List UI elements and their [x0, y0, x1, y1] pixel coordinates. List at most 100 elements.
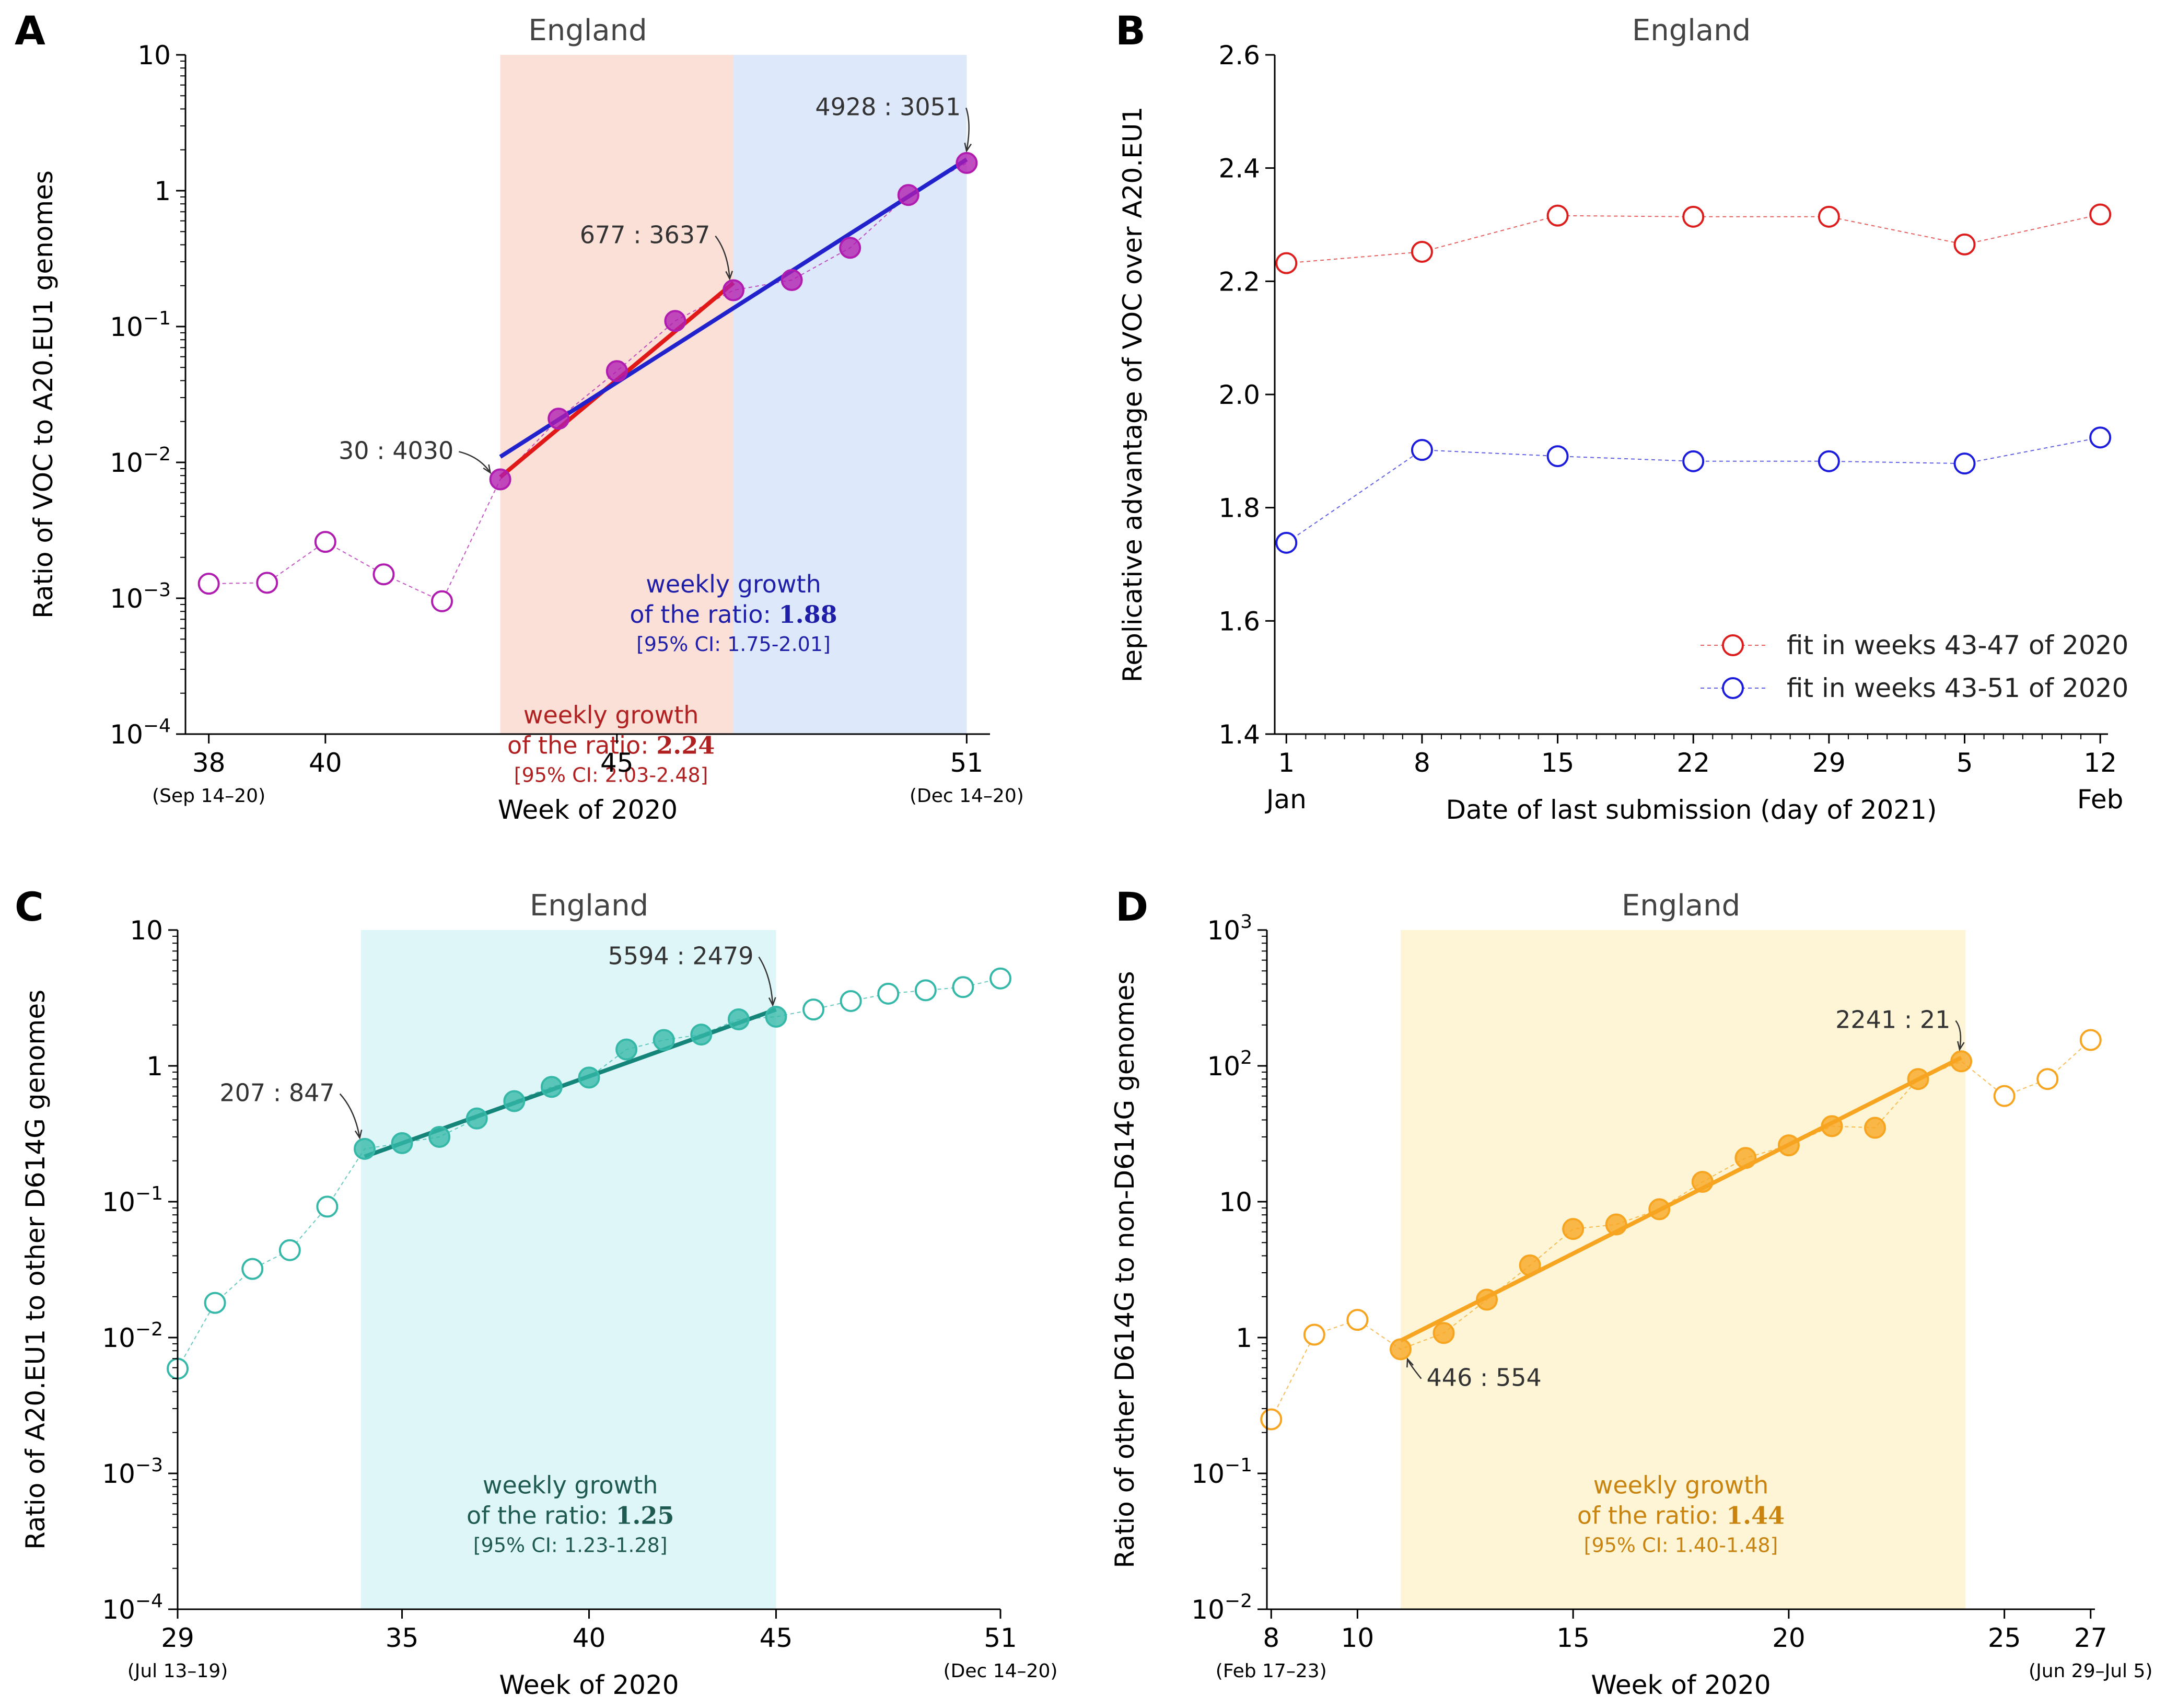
count-annotation: 30 : 4030: [339, 436, 453, 464]
x-tick-label: 1: [1278, 748, 1295, 778]
growth-confidence-interval: [95% CI: 1.23-1.28]: [473, 1534, 668, 1557]
count-annotation: 4928 : 3051: [815, 92, 961, 121]
data-point: [489, 468, 511, 491]
y-tick-label: 10: [137, 40, 171, 71]
y-tick-label-exponent: −1: [143, 308, 171, 329]
x-tick-label: 5: [1957, 748, 1973, 778]
data-point: [765, 1005, 787, 1028]
y-tick-label: 10: [130, 915, 163, 946]
x-tick-label: 12: [2083, 748, 2117, 778]
y-tick-label-base: 1: [1236, 1323, 1252, 1353]
y-tick-label: 2.4: [1218, 154, 1260, 184]
data-point: [1821, 1115, 1843, 1137]
y-tick-label: 10−2: [1191, 1590, 1252, 1625]
y-tick-label: 10−1: [110, 308, 171, 342]
data-point: [391, 1132, 413, 1154]
x-axis-label: Week of 2020: [498, 795, 678, 825]
data-point: [897, 184, 919, 206]
y-tick-label-exponent: 2: [1240, 1047, 1252, 1068]
y-tick-label-base: 10: [1191, 1459, 1225, 1489]
y-tick-label: 10−2: [110, 444, 171, 478]
data-point: [1433, 1322, 1455, 1344]
annotation-arrow: [339, 1093, 360, 1138]
y-tick-label-base: 10: [1207, 915, 1240, 946]
panel-b: fit in weeks 43-47 of 2020 fit in weeks 4…: [1115, 7, 2128, 825]
series-point: [1682, 450, 1705, 472]
data-point: [605, 360, 628, 382]
x-tick-label: 15: [1556, 1623, 1590, 1653]
growth-label-line2: of the ratio: 2.24: [507, 731, 715, 759]
panel-letter: D: [1115, 884, 1148, 930]
annotation-arrowhead: [354, 1129, 363, 1140]
x-tick-sublabel: (Jun 29–Jul 5): [2029, 1660, 2152, 1682]
y-tick-label-exponent: −2: [135, 1319, 163, 1340]
data-point: [1303, 1323, 1325, 1346]
x-tick-sublabel: Feb: [2077, 784, 2124, 815]
count-annotation: 446 : 554: [1426, 1364, 1541, 1392]
growth-value: 1.44: [1726, 1502, 1785, 1530]
x-tick-label: 8: [1263, 1623, 1279, 1653]
y-tick-label-base: 10: [130, 915, 163, 946]
y-tick-label: 103: [1207, 911, 1252, 946]
growth-label-line1: weekly growth: [523, 701, 699, 729]
annotation-arrowhead: [1957, 1041, 1965, 1051]
panel-letter: C: [15, 884, 44, 930]
data-point: [1777, 1134, 1800, 1157]
data-point: [1950, 1050, 1973, 1073]
y-tick-label: 1: [1236, 1323, 1252, 1353]
fit-line: [499, 157, 968, 459]
x-tick-sublabel: (Jul 13–19): [127, 1660, 228, 1682]
y-tick-label-base: 10: [102, 1595, 135, 1625]
series-point: [1275, 531, 1298, 554]
chart-title: England: [1632, 14, 1751, 48]
data-point: [197, 573, 220, 595]
annotation-arrow: [1955, 1020, 1962, 1050]
x-tick-label: 15: [1541, 748, 1575, 778]
data-point: [664, 310, 686, 332]
y-tick-label: 10−3: [110, 579, 171, 614]
data-point: [431, 590, 453, 612]
y-tick-label: 10−3: [102, 1455, 163, 1489]
data-point: [1648, 1198, 1671, 1221]
series-point: [2089, 203, 2112, 226]
data-point: [1907, 1068, 1929, 1090]
y-tick-label-base: 10: [102, 1187, 135, 1217]
series-point: [1682, 205, 1705, 228]
panel-letter: A: [15, 7, 45, 54]
data-point: [204, 1292, 226, 1314]
data-point: [256, 572, 278, 594]
growth-value: 1.88: [779, 600, 837, 629]
series-point: [1818, 205, 1840, 228]
y-tick-label-exponent: −1: [1225, 1455, 1252, 1476]
x-tick-label: 8: [1414, 748, 1430, 778]
y-tick-label-exponent: −3: [143, 579, 171, 601]
x-tick-label: 29: [161, 1623, 194, 1653]
x-tick-label: 35: [386, 1623, 419, 1653]
y-tick-label-base: 10: [137, 40, 171, 71]
x-tick-label: 25: [1988, 1623, 2021, 1653]
data-point: [952, 976, 974, 998]
data-point: [1260, 1408, 1283, 1431]
y-tick-label: 2.0: [1218, 380, 1260, 410]
data-point: [781, 269, 803, 291]
data-point: [503, 1090, 526, 1112]
data-point: [914, 979, 937, 1002]
series-point: [2089, 426, 2112, 449]
growth-confidence-interval: [95% CI: 2.03-2.48]: [514, 763, 708, 786]
annotation-arrowhead: [1406, 1357, 1414, 1368]
series-point: [1546, 204, 1569, 227]
y-axis-label: Ratio of A20.EU1 to other D614G genomes: [20, 990, 51, 1550]
y-tick-label: 102: [1207, 1047, 1252, 1082]
y-tick-label-base: 10: [102, 1323, 135, 1353]
panel-a: 30 : 4030 677 : 3637 4928 : 3051 weekly gro…: [15, 7, 1024, 825]
y-tick-label: 1.6: [1218, 606, 1260, 636]
count-annotation: 5594 : 2479: [608, 942, 754, 970]
y-tick-label-exponent: −2: [1225, 1590, 1252, 1612]
growth-value: 2.24: [656, 731, 715, 759]
series-point: [1411, 241, 1433, 263]
data-point: [1519, 1254, 1541, 1276]
growth-label-prefix: of the ratio:: [507, 731, 656, 759]
x-tick-sublabel: (Dec 14–20): [944, 1660, 1058, 1682]
x-tick-sublabel: Jan: [1265, 784, 1307, 815]
